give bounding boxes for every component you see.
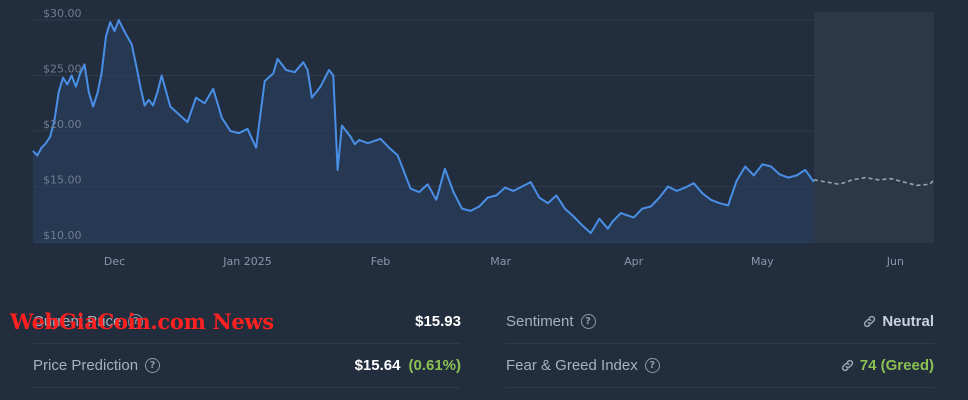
y-tick-label: $30.00: [43, 7, 82, 20]
fear-greed-link[interactable]: 74 (Greed): [840, 357, 934, 374]
help-icon[interactable]: ?: [644, 358, 660, 373]
price-prediction-row: Price Prediction ? $15.64 (0.61%): [33, 344, 461, 388]
link-icon: [864, 315, 876, 328]
price-prediction-label: Price Prediction: [33, 357, 139, 374]
y-tick-label: $15.00: [43, 174, 82, 187]
current-price-value: $15.93: [415, 313, 461, 330]
help-icon[interactable]: ?: [580, 314, 596, 329]
x-tick-label: Jun: [886, 255, 904, 268]
price-chart: $10.00 $15.00 $20.00 $25.00 $30.00 Dec Jan 20…: [32, 7, 935, 268]
current-price-row: Current Price ? $15.93: [33, 300, 461, 344]
current-price-label: Current Price: [33, 313, 122, 330]
x-tick-label: Feb: [371, 255, 390, 268]
link-icon: [841, 359, 853, 372]
help-icon[interactable]: ?: [128, 314, 144, 329]
fear-greed-value: 74 (Greed): [859, 357, 934, 374]
sentiment-link[interactable]: Neutral: [862, 313, 934, 330]
price-prediction-value: $15.64: [354, 357, 401, 374]
fear-greed-row: Fear & Greed Index ? 74 (Greed): [506, 344, 934, 388]
x-tick-label: Dec: [104, 255, 125, 268]
forecast-region: [813, 12, 934, 243]
sentiment-label: Sentiment: [506, 313, 574, 330]
help-icon[interactable]: ?: [145, 358, 161, 373]
history-line: [32, 19, 815, 235]
y-axis-ticks: $10.00 $15.00 $20.00 $25.00 $30.00: [43, 7, 82, 242]
y-tick-label: $10.00: [43, 229, 82, 242]
x-tick-label: Mar: [490, 255, 511, 268]
y-tick-label: $25.00: [43, 63, 82, 76]
x-tick-label: May: [751, 255, 774, 268]
history-area: [33, 20, 814, 243]
watermark: WebGiaCoin.com News: [10, 309, 274, 334]
fear-greed-label: Fear & Greed Index: [506, 357, 638, 374]
sentiment-value: Neutral: [882, 313, 934, 330]
price-prediction-change: (0.61%): [408, 357, 461, 374]
sentiment-row: Sentiment ? Neutral: [506, 300, 934, 344]
y-tick-label: $20.00: [43, 118, 82, 131]
x-axis-ticks: Dec Jan 2025 Feb Mar Apr May Jun: [104, 255, 904, 268]
forecast-line: [813, 176, 935, 187]
x-tick-label: Jan 2025: [222, 255, 271, 268]
x-tick-label: Apr: [624, 255, 644, 268]
price-stats-panel: Current Price ? $15.93 Price Prediction …: [0, 300, 968, 400]
